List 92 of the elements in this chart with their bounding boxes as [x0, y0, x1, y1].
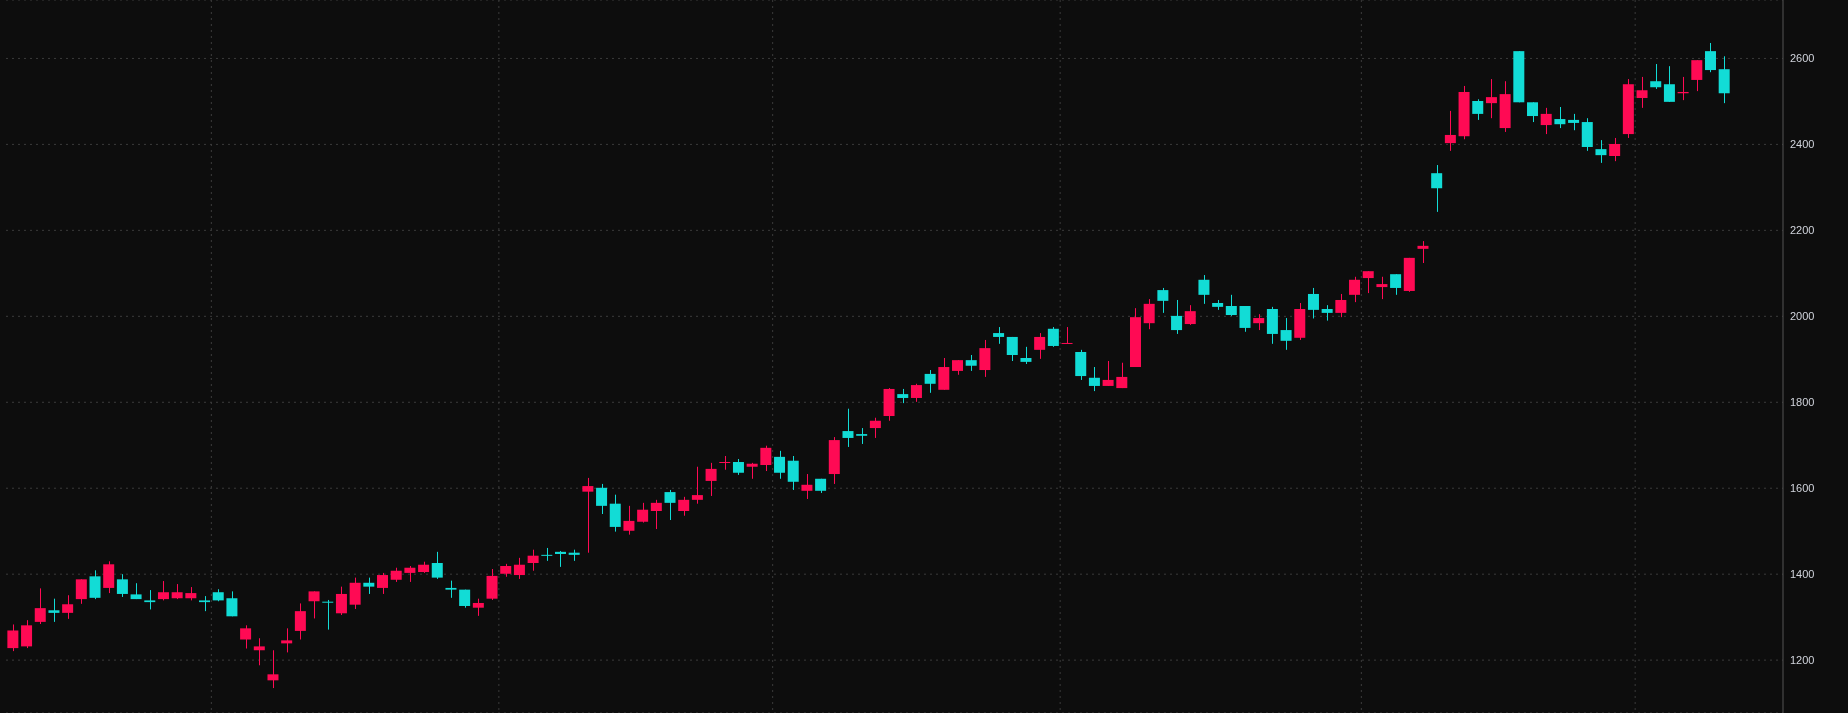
candlestick: [1184, 304, 1196, 326]
candlestick: [1335, 293, 1347, 318]
candlestick: [1143, 298, 1155, 330]
candlestick: [541, 547, 553, 562]
candlestick: [1376, 276, 1388, 300]
candlestick: [349, 577, 361, 610]
candlestick: [1239, 305, 1251, 333]
candlestick: [294, 602, 306, 641]
y-tick-label: 2600: [1790, 52, 1815, 65]
candlestick: [979, 339, 991, 378]
candlestick: [267, 649, 279, 689]
candlestick: [719, 455, 731, 471]
candlestick: [1102, 360, 1114, 387]
candlestick: [938, 357, 950, 391]
candlestick: [1061, 326, 1073, 345]
candlestick: [377, 572, 389, 595]
candlestick: [335, 586, 347, 616]
candlestick: [596, 483, 608, 515]
y-tick-label: 1400: [1790, 568, 1815, 581]
candlestick: [1650, 63, 1662, 90]
candlestick: [144, 589, 156, 610]
candlestick: [801, 473, 813, 500]
candlestick: [1088, 366, 1100, 392]
candlestick: [1609, 137, 1621, 162]
candlestick: [281, 627, 293, 653]
candlestick: [705, 462, 717, 497]
candlestick: [623, 505, 635, 536]
candlestick: [787, 455, 799, 491]
candlestick: [75, 578, 87, 605]
candlestick: [1390, 273, 1402, 296]
candlestick: [1047, 326, 1059, 348]
candlestick: [1225, 294, 1237, 317]
candlestick: [34, 587, 46, 625]
candlestick: [253, 637, 265, 666]
candlestick: [1540, 107, 1552, 135]
candlestick: [308, 590, 320, 619]
candlestick: [21, 619, 33, 649]
candlestick: [240, 624, 252, 650]
candlestick: [1349, 276, 1361, 303]
y-tick-label: 2400: [1790, 138, 1815, 151]
candlestick: [1636, 76, 1648, 109]
candlestick: [1554, 106, 1566, 129]
candlestick: [650, 499, 662, 530]
candlestick: [1417, 240, 1429, 264]
candlestick: [1034, 332, 1046, 360]
candlestick: [664, 489, 676, 521]
candlestick: [774, 450, 786, 480]
candlestick: [1171, 299, 1183, 335]
candlestick: [1307, 287, 1319, 319]
candlestick: [1431, 164, 1443, 213]
candlestick: [637, 502, 649, 524]
candlestick: [116, 573, 128, 598]
candlestick: [1595, 139, 1607, 164]
candlestick: [1527, 101, 1539, 123]
candlestick: [910, 383, 922, 403]
candlestick: [527, 549, 539, 572]
candlestick: [609, 494, 621, 533]
candlestick: [924, 369, 936, 394]
candlestick: [760, 445, 772, 472]
candlestick: [1704, 42, 1716, 73]
candlestick: [431, 551, 443, 580]
y-tick-label: 1800: [1790, 396, 1815, 409]
y-tick-label: 2200: [1790, 224, 1815, 237]
candlestick: [1006, 336, 1018, 362]
candlestick: [486, 568, 498, 601]
candlestick: [1691, 59, 1703, 92]
candlestick: [7, 623, 19, 652]
candlestick: [103, 560, 115, 594]
candlestick: [842, 408, 854, 448]
candlestick: [582, 477, 594, 554]
candlestick: [89, 569, 101, 600]
candlestick: [1280, 317, 1292, 351]
candlestick: [1663, 65, 1675, 103]
candlestick: [678, 496, 690, 517]
candlestick: [48, 598, 60, 623]
candlestick: [869, 417, 881, 439]
candlestick: [691, 466, 703, 505]
candlestick: [1485, 78, 1497, 119]
candlestick: [1198, 274, 1210, 305]
candlestick: [513, 557, 525, 580]
candlestick: [1362, 270, 1374, 294]
candlestick: [1157, 287, 1169, 314]
candlestick: [1444, 110, 1456, 152]
y-tick-label: 2000: [1790, 310, 1815, 323]
candlestick: [1116, 362, 1128, 389]
candlestick: [322, 599, 334, 631]
candlestick: [62, 594, 74, 620]
candlestick: [1472, 98, 1484, 121]
y-tick-label: 1600: [1790, 482, 1815, 495]
candlestick: [157, 580, 169, 601]
y-tick-label: 1200: [1790, 654, 1815, 667]
candlestick: [226, 590, 238, 617]
